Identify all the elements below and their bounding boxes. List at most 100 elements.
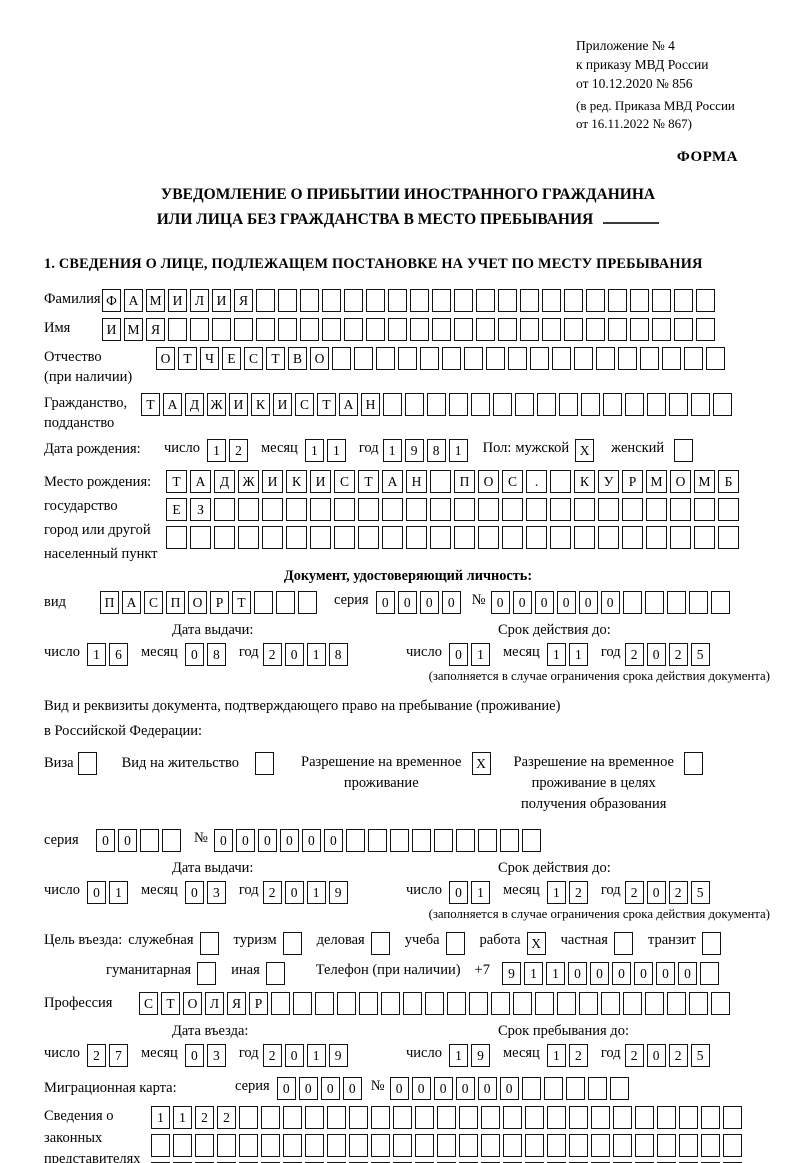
char-box[interactable] [405,393,424,416]
char-box[interactable] [579,992,598,1015]
char-box[interactable]: 0 [284,1044,304,1067]
char-box[interactable]: 0 [419,591,439,614]
char-box[interactable] [713,393,732,416]
char-box[interactable]: 0 [257,829,277,852]
char-box[interactable] [370,932,390,955]
char-box[interactable]: 0 [96,829,115,852]
char-box[interactable]: С [144,591,163,614]
char-box[interactable] [366,318,385,341]
char-box[interactable] [623,992,642,1015]
char-box[interactable] [256,318,275,341]
char-box[interactable] [310,526,331,549]
char-box[interactable] [591,1134,610,1157]
char-box[interactable] [366,289,385,312]
char-box[interactable]: 9 [501,962,521,985]
char-box[interactable] [502,498,523,521]
char-box[interactable] [358,526,379,549]
char-box[interactable]: 2 [195,1106,214,1129]
char-box[interactable]: Я [234,289,253,312]
char-box[interactable] [217,1134,236,1157]
char-box[interactable] [652,318,671,341]
char-box[interactable] [598,498,619,521]
char-box[interactable] [322,318,341,341]
char-box[interactable]: 0 [86,881,106,904]
char-box[interactable]: 0 [284,881,304,904]
char-box[interactable]: 1 [448,1044,468,1067]
char-box[interactable] [437,1106,456,1129]
char-box[interactable] [432,289,451,312]
char-box[interactable] [662,347,681,370]
char-box[interactable]: Т [232,591,251,614]
char-box[interactable] [521,1077,541,1100]
char-box[interactable] [262,526,283,549]
char-box[interactable] [550,498,571,521]
char-box[interactable]: О [183,992,202,1015]
char-box[interactable] [278,289,297,312]
char-box[interactable]: 1 [151,1106,170,1129]
char-box[interactable]: 8 [206,643,226,666]
char-box[interactable] [286,498,307,521]
char-box[interactable]: Р [622,470,643,493]
char-box[interactable]: Н [361,393,380,416]
char-box[interactable]: Л [205,992,224,1015]
char-box[interactable] [542,289,561,312]
char-box[interactable] [535,992,554,1015]
char-box[interactable] [670,526,691,549]
char-box[interactable] [667,992,686,1015]
char-box[interactable]: 3 [206,1044,226,1067]
char-box[interactable]: 0 [213,829,233,852]
char-box[interactable] [283,1134,302,1157]
char-box[interactable] [603,393,622,416]
char-box[interactable] [613,1106,632,1129]
char-box[interactable] [389,829,409,852]
char-box[interactable]: И [310,470,331,493]
char-box[interactable]: Ж [238,470,259,493]
char-box[interactable]: Б [718,470,739,493]
char-box[interactable]: Т [178,347,197,370]
char-box[interactable] [502,526,523,549]
char-box[interactable]: Р [249,992,268,1015]
char-box[interactable] [190,318,209,341]
char-box[interactable]: 0 [301,829,321,852]
char-box[interactable] [332,347,351,370]
char-box[interactable]: Л [190,289,209,312]
char-box[interactable]: 9 [404,439,424,462]
char-box[interactable] [674,318,693,341]
char-box[interactable]: 0 [323,829,343,852]
char-box[interactable]: 0 [499,1077,519,1100]
char-box[interactable] [469,992,488,1015]
char-box[interactable] [569,1134,588,1157]
char-box[interactable]: 1 [306,881,326,904]
char-box[interactable] [565,1077,585,1100]
char-box[interactable] [388,289,407,312]
char-box[interactable] [190,526,211,549]
char-box[interactable] [564,318,583,341]
char-box[interactable]: М [146,289,165,312]
char-box[interactable] [486,347,505,370]
char-box[interactable] [262,498,283,521]
char-box[interactable]: 1 [306,1044,326,1067]
char-box[interactable]: 1 [448,439,468,462]
char-box[interactable]: О [478,470,499,493]
char-box[interactable]: Т [317,393,336,416]
char-box[interactable]: 0 [477,1077,497,1100]
char-box[interactable] [278,318,297,341]
char-box[interactable]: С [139,992,158,1015]
char-box[interactable] [334,498,355,521]
char-box[interactable]: Д [185,393,204,416]
char-box[interactable] [699,962,719,985]
char-box[interactable]: 3 [206,881,226,904]
char-box[interactable]: И [102,318,121,341]
char-box[interactable] [166,526,187,549]
char-box[interactable] [454,498,475,521]
char-box[interactable]: 5 [690,643,710,666]
char-box[interactable] [168,318,187,341]
char-box[interactable] [454,318,473,341]
char-box[interactable] [564,289,583,312]
char-box[interactable] [657,1134,676,1157]
char-box[interactable] [382,526,403,549]
char-box[interactable] [197,962,217,985]
char-box[interactable] [77,752,97,775]
char-box[interactable]: А [122,591,141,614]
char-box[interactable]: 2 [568,1044,588,1067]
